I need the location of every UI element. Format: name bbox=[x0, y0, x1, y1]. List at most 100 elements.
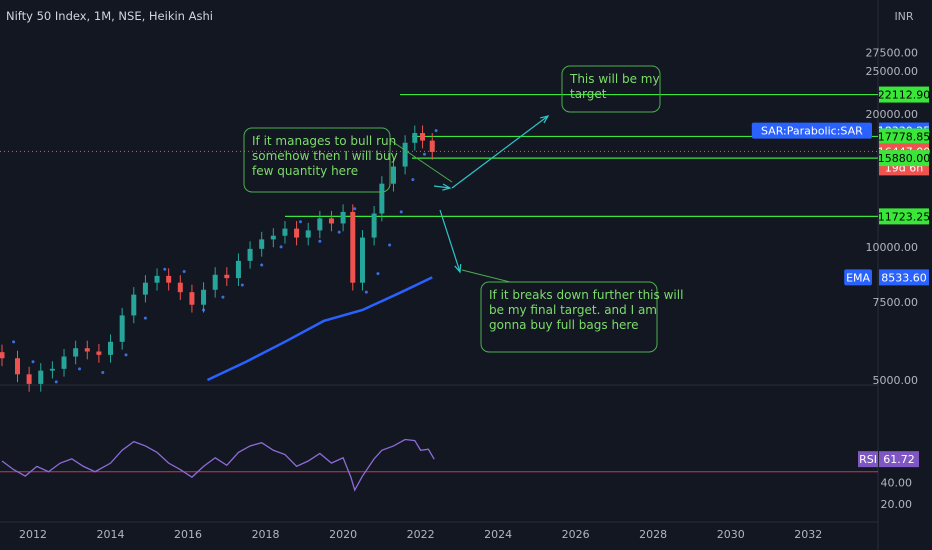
candle-body[interactable] bbox=[305, 230, 311, 238]
sar-dot bbox=[101, 370, 105, 374]
price-tag-label: 17778.85 bbox=[878, 130, 931, 143]
sar-dot bbox=[422, 152, 426, 156]
sar-dot bbox=[54, 380, 58, 384]
candle-body[interactable] bbox=[412, 133, 418, 143]
symbol-title[interactable]: Nifty 50 Index, 1M, NSE, Heikin Ashi bbox=[6, 9, 213, 23]
annotation-text: few quantity here bbox=[252, 164, 358, 178]
sar-dot bbox=[240, 283, 244, 287]
candle-body[interactable] bbox=[38, 370, 44, 384]
sar-dot bbox=[411, 178, 415, 182]
sar-dot bbox=[260, 263, 264, 267]
candle-body[interactable] bbox=[317, 218, 323, 231]
sar-dot bbox=[182, 269, 186, 273]
indicator-name-tag bbox=[844, 269, 872, 286]
candle-body[interactable] bbox=[0, 352, 5, 359]
candle-body[interactable] bbox=[131, 294, 137, 316]
rsi-value-tag bbox=[879, 451, 919, 468]
price-tick-label: 5000.00 bbox=[873, 374, 919, 387]
sar-dot bbox=[364, 290, 368, 294]
candle-body[interactable] bbox=[15, 358, 21, 375]
price-tag bbox=[879, 269, 929, 286]
time-tick-label: 2018 bbox=[252, 528, 280, 541]
candle-body[interactable] bbox=[177, 282, 183, 293]
candle-body[interactable] bbox=[212, 274, 218, 290]
annotation-box[interactable] bbox=[561, 65, 661, 113]
candle-body[interactable] bbox=[247, 248, 253, 261]
annotation-text: gonna buy full bags here bbox=[489, 318, 638, 332]
candle-body[interactable] bbox=[84, 348, 90, 352]
sar-dot bbox=[143, 316, 147, 320]
annotation-box[interactable] bbox=[480, 281, 658, 353]
sar-dot bbox=[399, 210, 403, 214]
candle-body[interactable] bbox=[371, 213, 377, 238]
rsi-name-tag bbox=[858, 451, 878, 468]
sar-dot bbox=[353, 207, 357, 211]
candle-body[interactable] bbox=[294, 228, 300, 238]
candle-body[interactable] bbox=[282, 228, 288, 236]
candle-body[interactable] bbox=[340, 211, 346, 224]
time-tick-label: 2016 bbox=[174, 528, 202, 541]
time-tick-label: 2020 bbox=[329, 528, 357, 541]
candle-body[interactable] bbox=[359, 237, 365, 283]
sar-dot bbox=[434, 129, 438, 133]
sar-dot bbox=[78, 367, 82, 371]
sar-dot bbox=[318, 239, 322, 243]
candle-body[interactable] bbox=[154, 275, 160, 283]
ema-line[interactable] bbox=[206, 276, 433, 382]
time-tick-label: 2032 bbox=[794, 528, 822, 541]
sar-dot bbox=[163, 267, 167, 271]
annotation-text: somehow then I will buy bbox=[252, 149, 398, 163]
annotation-box[interactable] bbox=[243, 127, 391, 193]
candle-body[interactable] bbox=[201, 289, 207, 305]
candle-body[interactable] bbox=[259, 239, 265, 249]
candle-body[interactable] bbox=[379, 183, 385, 214]
candle-body[interactable] bbox=[224, 274, 230, 279]
target-arrow-head bbox=[540, 115, 550, 124]
candle-body[interactable] bbox=[270, 235, 276, 240]
sar-dot bbox=[31, 360, 35, 364]
sar-dot bbox=[279, 245, 283, 249]
annotation-text: If it manages to bull run bbox=[252, 134, 396, 148]
target-arrow[interactable] bbox=[451, 115, 549, 189]
sar-dot bbox=[221, 295, 225, 299]
time-tick-label: 2014 bbox=[97, 528, 125, 541]
candle-body[interactable] bbox=[73, 348, 79, 357]
candle-body[interactable] bbox=[328, 218, 334, 224]
rsi-name-label: RSI bbox=[859, 453, 877, 466]
candle-body[interactable] bbox=[26, 374, 32, 384]
breakdown-arrow[interactable] bbox=[439, 209, 461, 273]
sar-dot bbox=[376, 272, 380, 276]
candle-body[interactable] bbox=[390, 166, 396, 184]
candle-body[interactable] bbox=[235, 260, 241, 279]
time-tick-label: 2022 bbox=[407, 528, 435, 541]
candle-body[interactable] bbox=[49, 368, 55, 371]
price-tag bbox=[879, 208, 929, 225]
candle-body[interactable] bbox=[142, 282, 148, 295]
candle-body[interactable] bbox=[402, 142, 408, 167]
annotation-text: be my final target. and I am bbox=[489, 303, 657, 317]
sar-dot bbox=[388, 243, 392, 247]
candle-body[interactable] bbox=[350, 211, 356, 283]
candle-body[interactable] bbox=[96, 351, 102, 355]
candle-body[interactable] bbox=[189, 292, 195, 305]
entry-arrow[interactable] bbox=[433, 185, 451, 189]
breakdown-arrow-head bbox=[454, 263, 462, 274]
candle-body[interactable] bbox=[420, 133, 426, 141]
candle-body[interactable] bbox=[429, 140, 435, 152]
price-tag-label: 8533.60 bbox=[881, 271, 927, 284]
candle-body[interactable] bbox=[108, 341, 114, 355]
price-tag-label: 11723.25 bbox=[878, 210, 931, 223]
rsi-tick-label: 40.00 bbox=[881, 477, 913, 490]
price-tag-label: 15880.00 bbox=[878, 152, 931, 165]
time-tick-label: 2030 bbox=[717, 528, 745, 541]
price-tick-label: 7500.00 bbox=[873, 296, 919, 309]
candle-body[interactable] bbox=[119, 315, 125, 342]
candle-body[interactable] bbox=[61, 356, 67, 369]
rsi-line[interactable] bbox=[1, 438, 435, 492]
rsi-tick-label: 20.00 bbox=[881, 498, 913, 511]
time-tick-label: 2012 bbox=[19, 528, 47, 541]
candle-body[interactable] bbox=[166, 275, 172, 283]
price-tick-label: 25000.00 bbox=[866, 65, 919, 78]
price-tick-label: 20000.00 bbox=[866, 108, 919, 121]
